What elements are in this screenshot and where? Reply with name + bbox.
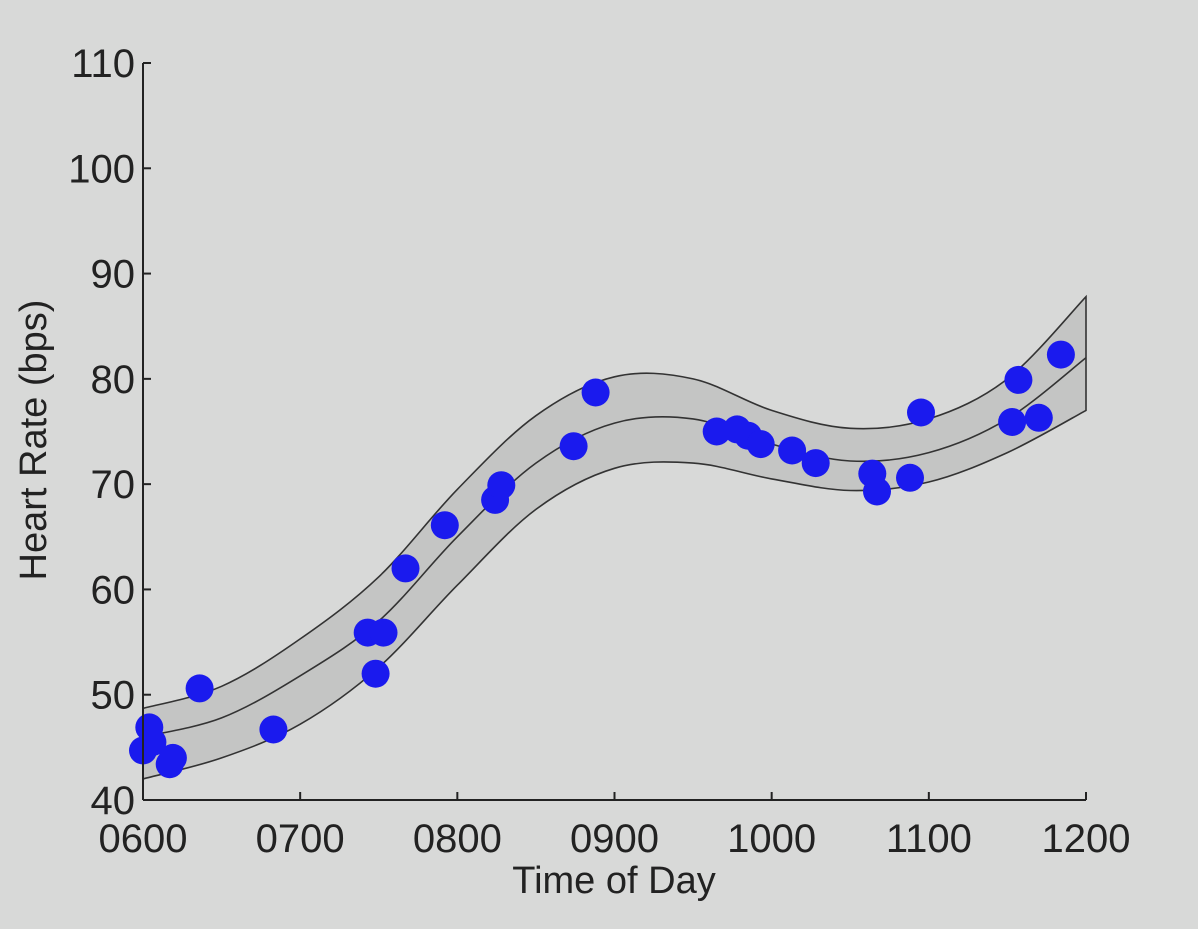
y-tick-label: 110 bbox=[71, 42, 135, 86]
y-tick-label: 80 bbox=[91, 358, 136, 402]
data-point bbox=[702, 417, 731, 446]
x-axis-label: Time of Day bbox=[512, 860, 715, 902]
x-tick-label: 1000 bbox=[727, 817, 816, 861]
x-tick-label: 0800 bbox=[413, 817, 502, 861]
data-point bbox=[361, 659, 390, 688]
y-tick-label: 70 bbox=[91, 463, 136, 507]
data-point bbox=[138, 728, 167, 757]
x-tick-label: 0700 bbox=[256, 817, 345, 861]
data-point bbox=[259, 715, 288, 744]
data-point bbox=[998, 408, 1027, 436]
fit-line bbox=[142, 357, 1087, 738]
data-point bbox=[896, 463, 924, 492]
y-tick-label: 100 bbox=[68, 147, 135, 191]
x-tick-label: 1200 bbox=[1042, 817, 1131, 861]
axes: 40 50 60 70 80 90 100 110 0600 0700 0800 0900 1000 11… bbox=[68, 42, 1130, 861]
confidence-band-area bbox=[142, 294, 1087, 780]
data-point bbox=[907, 398, 935, 427]
data-point bbox=[185, 674, 214, 703]
data-point bbox=[801, 449, 830, 478]
data-point bbox=[391, 554, 420, 583]
data-point bbox=[1024, 403, 1053, 432]
data-point bbox=[778, 436, 807, 465]
y-tick-label: 40 bbox=[91, 779, 136, 823]
data-points bbox=[129, 340, 1075, 779]
x-tick-label: 0900 bbox=[570, 817, 659, 861]
y-tick-label: 60 bbox=[91, 568, 136, 612]
data-point bbox=[581, 378, 610, 407]
data-point bbox=[158, 743, 187, 772]
data-point bbox=[1046, 340, 1075, 369]
data-point bbox=[1004, 365, 1033, 394]
confidence-band bbox=[142, 294, 1087, 780]
x-tick-label: 0600 bbox=[99, 817, 188, 861]
data-point bbox=[430, 511, 459, 540]
y-tick-label: 50 bbox=[91, 674, 136, 718]
x-tick-label: 1100 bbox=[886, 817, 972, 861]
data-point bbox=[487, 471, 516, 500]
y-axis-label: Heart Rate (bps) bbox=[13, 300, 55, 581]
y-tick-label: 90 bbox=[91, 253, 136, 297]
data-point bbox=[559, 432, 588, 461]
data-point bbox=[863, 477, 891, 506]
data-point bbox=[369, 618, 398, 647]
data-point bbox=[746, 430, 775, 459]
